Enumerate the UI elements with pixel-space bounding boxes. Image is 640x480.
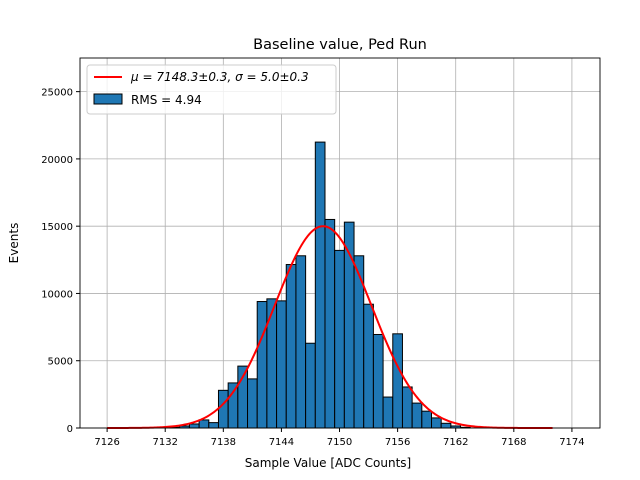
chart-title: Baseline value, Ped Run: [253, 37, 427, 53]
y-tick-label: 15000: [41, 222, 73, 233]
legend: μ = 7148.3±0.3, σ = 5.0±0.3 RMS = 4.94: [86, 64, 337, 115]
x-axis-label: Sample Value [ADC Counts]: [245, 456, 411, 470]
x-tick-label: 7150: [327, 437, 352, 448]
histogram-bar: [266, 298, 278, 429]
histogram-bar: [401, 386, 413, 429]
y-axis-label: Events: [7, 223, 21, 264]
y-tick-label: 0: [67, 424, 73, 435]
histogram-bar: [314, 141, 326, 429]
histogram-bar: [372, 333, 384, 429]
histogram-bar: [217, 389, 229, 429]
histogram-bar: [324, 218, 336, 429]
y-tick-label: 20000: [41, 155, 73, 166]
histogram-bar: [198, 419, 210, 429]
x-tick-label: 7174: [559, 437, 584, 448]
x-tick-label: 7138: [211, 437, 236, 448]
x-tick-label: 7162: [443, 437, 468, 448]
histogram-bar: [363, 303, 374, 429]
x-tick-label: 7132: [152, 437, 177, 448]
histogram-bar: [440, 422, 452, 429]
x-tick-label: 7144: [269, 437, 294, 448]
x-tick-label: 7126: [94, 437, 119, 448]
histogram-bar: [256, 301, 268, 429]
histogram-bar: [411, 402, 423, 429]
histogram-bar: [285, 264, 297, 429]
histogram-bar: [276, 300, 287, 429]
histogram-bar: [421, 410, 433, 429]
legend-hist-swatch: [93, 93, 123, 105]
histogram-bar: [382, 396, 394, 429]
y-tick-label: 5000: [48, 357, 73, 368]
x-tick-label: 7156: [385, 437, 410, 448]
histogram-bar: [334, 249, 345, 429]
y-tick-label: 10000: [41, 289, 73, 300]
legend-hist-label: RMS = 4.94: [131, 93, 202, 107]
legend-fit-label: μ = 7148.3±0.3, σ = 5.0±0.3: [130, 70, 309, 84]
histogram-bar: [392, 333, 403, 429]
histogram-bar: [305, 342, 316, 429]
y-tick-label: 25000: [41, 88, 73, 99]
histogram-bar: [227, 382, 239, 429]
x-tick-label: 7168: [501, 437, 526, 448]
gaussian-fit-line: [107, 225, 553, 429]
histogram-bar: [295, 255, 307, 429]
histogram-bar: [247, 378, 258, 429]
histogram-bar: [208, 422, 219, 429]
histogram-bar: [431, 417, 442, 429]
histogram-bar: [188, 423, 200, 429]
